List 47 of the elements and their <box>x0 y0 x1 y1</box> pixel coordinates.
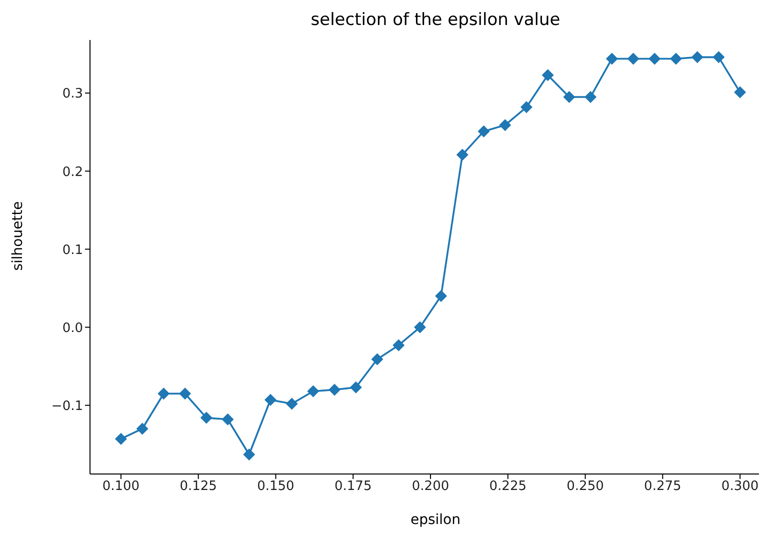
point <box>392 339 405 352</box>
x-axis-title: epsilon <box>409 512 462 528</box>
y-tick-label: −0.1 <box>51 398 83 414</box>
point <box>350 381 362 394</box>
x-tick-label: 0.250 <box>566 479 604 494</box>
point <box>371 353 384 366</box>
point <box>243 448 256 460</box>
point <box>435 290 448 302</box>
point <box>179 388 192 400</box>
x-tick-label: 0.225 <box>489 479 526 494</box>
point <box>158 388 170 400</box>
point <box>114 432 127 445</box>
x-tick-label: 0.275 <box>644 479 682 494</box>
point <box>584 90 597 103</box>
point <box>200 412 212 424</box>
point <box>222 413 234 426</box>
x-tick-label: 0.300 <box>721 479 759 494</box>
y-tick-label: 0.3 <box>62 86 83 102</box>
x-tick-label: 0.175 <box>334 479 372 494</box>
y-tick-label: 0.0 <box>62 320 83 336</box>
point <box>136 422 148 435</box>
point <box>307 385 320 398</box>
point <box>712 51 725 64</box>
point <box>563 90 576 103</box>
point <box>542 69 554 82</box>
point <box>670 52 682 65</box>
y-tick-label: 0.2 <box>62 164 83 180</box>
chart-title: selection of the epsilon value <box>310 10 562 30</box>
point <box>478 125 490 138</box>
x-tick-label: 0.200 <box>412 479 450 494</box>
point <box>691 51 704 64</box>
point <box>520 101 532 114</box>
point <box>414 321 426 334</box>
point <box>606 52 618 65</box>
point <box>456 148 468 161</box>
point <box>286 398 298 410</box>
y-tick-label: 0.1 <box>62 242 83 258</box>
x-tick-label: 0.150 <box>257 479 294 494</box>
point <box>264 394 276 406</box>
x-tick-label: 0.100 <box>102 479 140 494</box>
point <box>734 86 746 98</box>
point <box>627 52 640 65</box>
point <box>499 119 512 132</box>
point <box>328 384 341 396</box>
y-axis-title: silhouette <box>10 201 26 271</box>
point <box>648 52 661 65</box>
x-tick-label: 0.125 <box>180 479 217 494</box>
